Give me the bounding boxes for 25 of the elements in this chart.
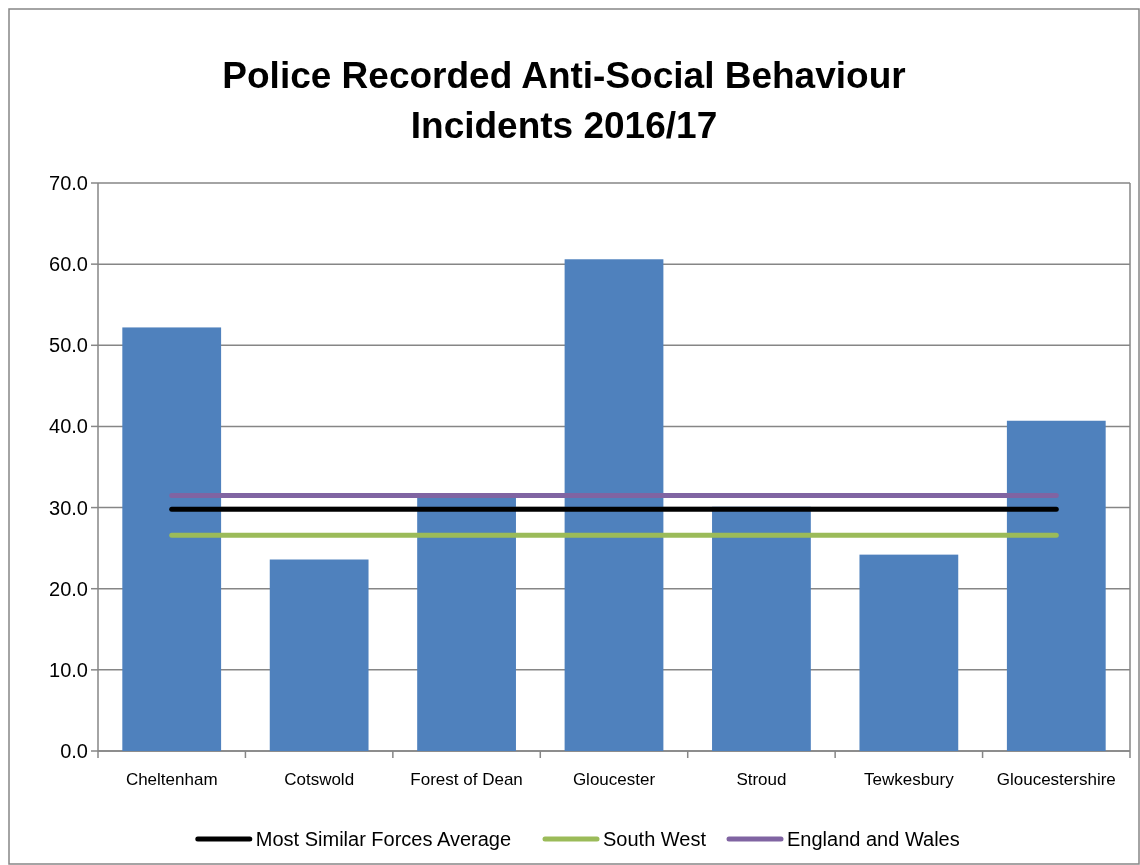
y-tick-label: 10.0 [49, 658, 88, 681]
y-tick-label: 0.0 [60, 740, 88, 762]
y-tick-label: 50.0 [49, 334, 88, 357]
x-tick-label: Gloucester [572, 770, 656, 789]
x-tick-label: Cheltenham [125, 770, 218, 789]
bar [122, 327, 222, 751]
y-tick-label: 70.0 [49, 172, 88, 194]
bar [564, 259, 664, 751]
bar [1006, 420, 1106, 751]
legend-label: England and Wales [787, 828, 960, 850]
y-tick-label: 30.0 [49, 496, 88, 519]
bar [417, 497, 516, 751]
x-tick-label: Tewkesbury [863, 770, 955, 789]
y-tick-label: 60.0 [49, 253, 88, 276]
bar [269, 559, 369, 751]
y-tick-label: 40.0 [49, 415, 88, 438]
x-tick-label: Gloucestershire [996, 770, 1116, 789]
chart-title: Police Recorded Anti-Social Behaviour Incidents 2016/17 [222, 55, 906, 146]
y-tick-label: 20.0 [49, 577, 88, 600]
x-tick-label: Forest of Dean [410, 770, 523, 789]
legend-label: South West [603, 828, 707, 850]
bar [859, 554, 959, 751]
x-tick-label: Cotswold [284, 770, 355, 789]
x-tick-label: Stroud [736, 770, 787, 789]
legend-label: Most Similar Forces Average [255, 828, 512, 850]
